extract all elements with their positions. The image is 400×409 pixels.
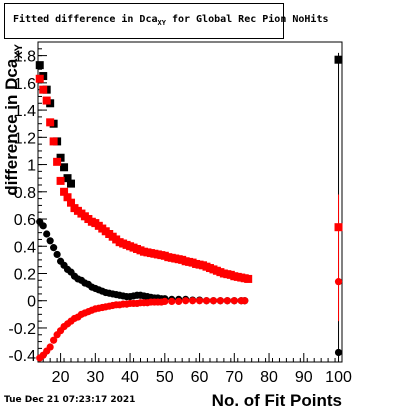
data-point-circle: [39, 222, 47, 230]
data-point-square: [63, 174, 72, 183]
data-point-square: [67, 198, 76, 207]
data-point-circle: [53, 250, 61, 259]
data-point-circle: [168, 297, 176, 306]
data-point-circle: [175, 297, 183, 306]
data-point-square: [334, 55, 343, 64]
data-point-square: [42, 96, 51, 105]
data-point-square: [35, 61, 44, 70]
data-point-square: [39, 85, 48, 94]
y-tick-label: 1: [27, 158, 36, 175]
y-axis-label-main: difference in Dca: [2, 58, 21, 196]
data-point-square: [63, 193, 72, 202]
y-tick-label: 0.8: [14, 185, 36, 202]
y-tick-label: 1.8: [14, 49, 36, 66]
y-tick-label: -0.2: [8, 321, 36, 338]
timestamp: Tue Dec 21 07:23:17 2021: [4, 395, 136, 405]
data-point-circle: [189, 297, 197, 305]
data-point-square: [244, 274, 253, 283]
x-tick-label: 70: [225, 369, 243, 386]
y-tick-label: 0.6: [14, 212, 36, 229]
data-point-square: [60, 187, 69, 196]
y-tick-label: 0.4: [14, 239, 36, 256]
data-point-square: [53, 157, 62, 166]
data-point-square: [60, 163, 69, 172]
x-tick-label: 60: [191, 369, 209, 386]
data-point-circle: [202, 297, 211, 305]
data-point-circle: [50, 336, 58, 344]
data-point-square: [49, 137, 58, 146]
y-axis-label-sub: XY: [13, 43, 25, 58]
x-tick-label: 90: [295, 369, 313, 386]
data-point-square: [56, 153, 65, 162]
data-point-circle: [161, 297, 169, 306]
data-point-circle: [334, 348, 343, 357]
data-point-circle: [46, 237, 54, 245]
data-point-circle: [209, 297, 218, 305]
title-box: Fitted difference in DcaXY for Global Re…: [4, 3, 329, 39]
y-tick-label: 1.4: [14, 103, 36, 120]
data-point-circle: [241, 297, 249, 305]
y-tick-label: 1.6: [14, 76, 36, 93]
y-tick-label: -0.4: [8, 348, 36, 365]
y-tick-label: 0: [27, 294, 36, 311]
y-tick-label: 0.2: [14, 266, 36, 283]
data-point-circle: [195, 297, 204, 305]
x-tick-label: 40: [121, 369, 139, 386]
y-axis-label: difference in DcaXY: [2, 43, 25, 195]
data-point-circle: [230, 297, 238, 305]
x-tick-label: 80: [260, 369, 278, 386]
data-point-square: [56, 176, 65, 185]
x-tick-label: 20: [52, 369, 70, 386]
data-point-square: [67, 179, 76, 188]
data-point-circle: [50, 244, 58, 252]
data-point-circle: [43, 230, 51, 238]
plot-frame: [37, 41, 343, 363]
y-tick-label: 1.2: [14, 130, 36, 147]
data-point-square: [334, 223, 343, 232]
data-point-circle: [223, 297, 231, 305]
data-point-square: [35, 74, 44, 83]
data-point-square: [46, 118, 55, 127]
plot-area: 20 30 40 50 60 70 80 90 100 -0.4 -0.2 0 0.2 0.4 0.6 0.8…: [2, 41, 352, 409]
x-tick-label: 30: [86, 369, 104, 386]
data-point-circle: [216, 297, 224, 305]
x-tick-label: 50: [156, 369, 174, 386]
data-point-circle: [46, 343, 54, 351]
x-tick-label: 100: [325, 369, 352, 386]
x-axis-label: No. of Fit Points: [212, 391, 342, 409]
data-point-circle: [334, 278, 343, 286]
data-point-circle: [182, 297, 190, 305]
chart-title: Fitted difference in DcaXY for Global Re…: [13, 14, 329, 27]
